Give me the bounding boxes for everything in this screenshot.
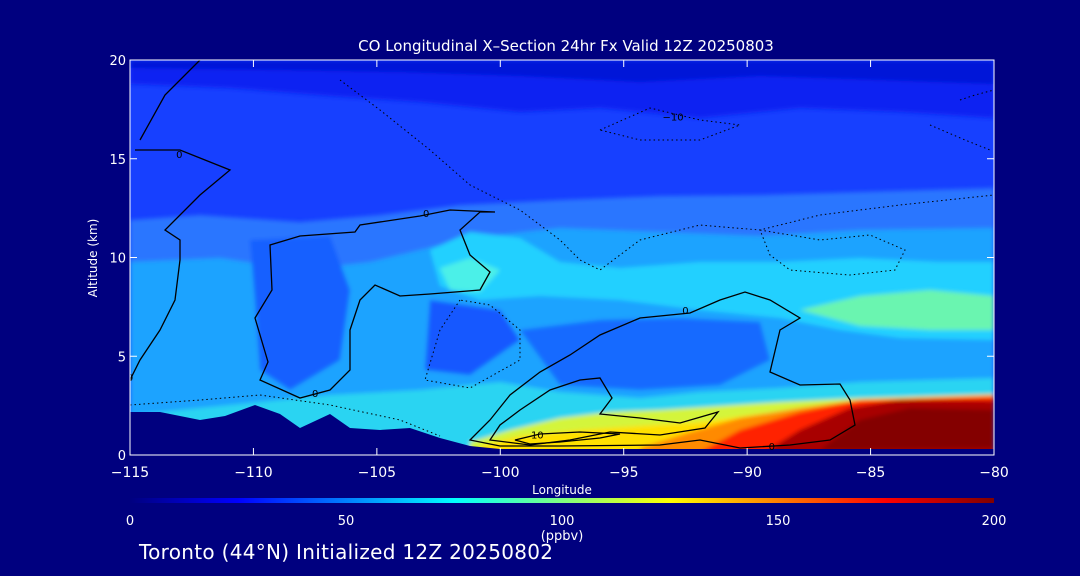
x-tick-label: −80 (979, 465, 1009, 481)
co-concentration-field (130, 60, 994, 455)
aqua-plume (440, 258, 500, 292)
blue-pocket-mid (425, 300, 520, 375)
contour-label: 0 (682, 306, 688, 317)
contour-label: 0 (769, 442, 775, 453)
contour-dotted-7 (959, 89, 994, 101)
contour-lines (130, 60, 994, 449)
colorbar: 0 50 100 150 200 (ppbv) (126, 498, 1007, 544)
x-tick-label: −115 (111, 465, 149, 481)
contour-solid-5 (488, 377, 720, 446)
x-tick-label: −100 (481, 465, 519, 481)
colorbar-unit: (ppbv) (541, 529, 584, 544)
contour-label: −10 (663, 112, 684, 123)
contour-solid-1 (130, 149, 232, 381)
y-tick-label: 0 (118, 449, 126, 464)
x-axis-label: Longitude (532, 483, 592, 497)
y-axis-label: Altitude (km) (86, 219, 100, 298)
x-tick-label: −105 (358, 465, 396, 481)
top-dark-band (130, 60, 994, 84)
contour-labels: 0 0 0 0 0 0 10 −10 (127, 112, 775, 453)
contour-dotted-4 (759, 229, 906, 276)
y-tick-label: 20 (109, 54, 126, 69)
x-tick-label: −95 (609, 465, 639, 481)
colorbar-tick-label: 200 (982, 514, 1007, 529)
contour-label: 0 (312, 389, 318, 400)
colorbar-tick-label: 50 (338, 514, 355, 529)
y-tick-label: 15 (109, 153, 126, 168)
colorbar-ticks: 0 50 100 150 200 (126, 514, 1007, 529)
blue-pocket-west (250, 236, 350, 390)
footer-caption: Toronto (44°N) Initialized 12Z 20250802 (139, 540, 554, 564)
contour-label: 0 (176, 150, 182, 161)
contour-dotted-2 (598, 107, 741, 141)
green-plume (800, 290, 994, 330)
contour-label: 0 (127, 373, 133, 384)
plot-area: 0 0 0 0 0 0 10 −10 −115 −110 −105 −100 −95 −90 −85 −80… (109, 54, 1008, 481)
colorbar-gradient (130, 498, 994, 503)
terrain (130, 405, 994, 455)
contour-label: 10 (531, 430, 544, 441)
contour-solid-6 (514, 431, 621, 445)
x-tick-label: −110 (234, 465, 272, 481)
contour-solid-4 (468, 291, 856, 449)
contour-solid-3 (254, 209, 496, 399)
chart-title: CO Longitudinal X–Section 24hr Fx Valid … (358, 37, 774, 55)
colorbar-tick-label: 100 (550, 514, 575, 529)
contour-solid-2 (139, 60, 201, 141)
contour-dotted-3 (424, 299, 521, 389)
y-tick-label: 5 (118, 350, 126, 365)
colorbar-tick-label: 0 (126, 514, 134, 529)
contour-dotted-1 (339, 79, 994, 271)
contour-dotted-5 (130, 394, 441, 437)
surface-maroon-core (820, 408, 994, 450)
contour-label: 0 (423, 209, 429, 220)
colorbar-tick-label: 150 (766, 514, 791, 529)
blue-pocket-east (520, 318, 770, 390)
x-tick-label: −90 (732, 465, 762, 481)
x-tick-label: −85 (856, 465, 886, 481)
y-tick-label: 10 (109, 252, 126, 267)
x-axis: −115 −110 −105 −100 −95 −90 −85 −80 (111, 60, 1009, 481)
